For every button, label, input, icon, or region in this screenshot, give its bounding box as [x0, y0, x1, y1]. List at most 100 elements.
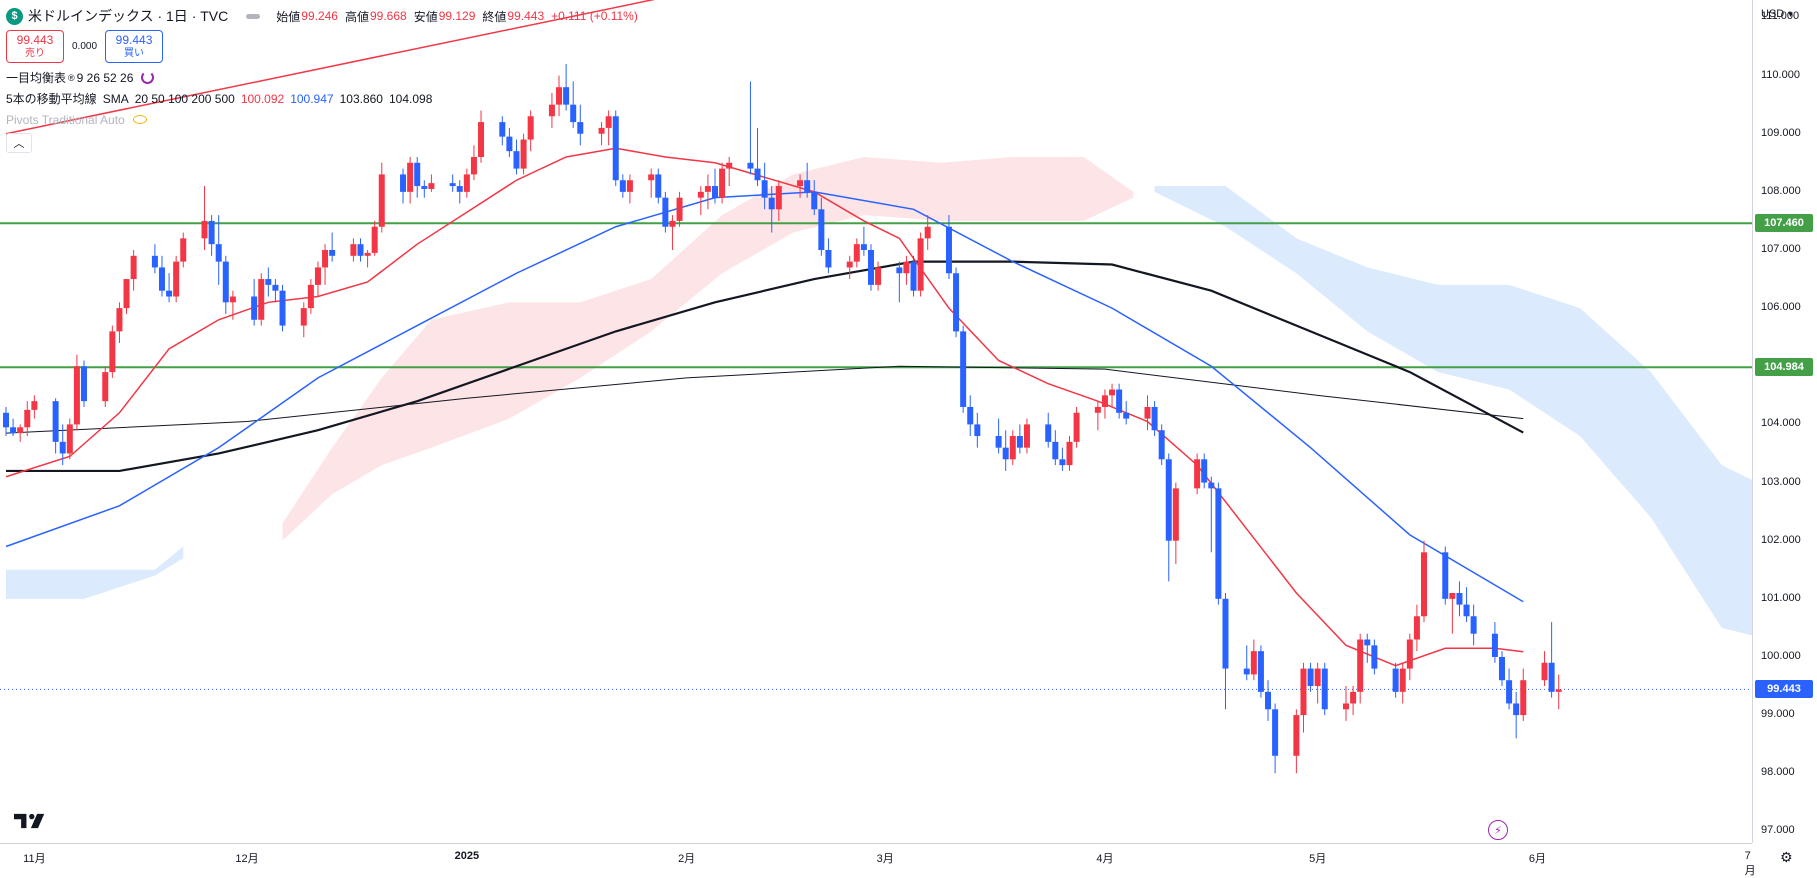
candle-body: [215, 244, 222, 262]
current-price-label[interactable]: 99.443: [1755, 680, 1813, 699]
ichimoku-cloud-bullish: [6, 546, 184, 599]
candle-body: [1470, 616, 1477, 634]
candle-body: [556, 87, 563, 105]
candle-body: [896, 267, 903, 274]
time-tick-label: 7月: [1744, 850, 1756, 877]
candle-body: [506, 136, 513, 152]
low-label: 安値: [413, 9, 438, 24]
price-tick-label: 111.000: [1761, 10, 1800, 23]
candle-body: [24, 409, 31, 428]
candle-body: [52, 401, 59, 442]
candle-body: [400, 174, 407, 192]
price-tick-label: 101.000: [1761, 591, 1801, 604]
candle-body: [1250, 651, 1257, 675]
price-axis[interactable]: USD ▾ 111.000 110.000 109.000 108.000 107.000…: [1752, 0, 1817, 843]
candle-body: [1052, 441, 1059, 460]
candle-body: [102, 372, 109, 402]
settings-gear-icon[interactable]: ⚙: [1780, 849, 1793, 865]
candle-body: [173, 261, 180, 297]
candle-body: [208, 220, 215, 245]
candle-body: [648, 174, 655, 181]
candle-body: [726, 162, 733, 169]
candle-body: [1399, 668, 1406, 692]
candle-body: [1045, 424, 1052, 442]
candle-body: [265, 279, 272, 285]
candle-body: [456, 186, 463, 192]
pivots-legend[interactable]: Pivots Traditional Auto: [6, 109, 645, 130]
currency-selector[interactable]: USD ▾: [1761, 8, 1793, 20]
price-tick-label: 110.000: [1761, 68, 1800, 81]
candle-body: [712, 186, 718, 198]
candle-body: [1016, 436, 1023, 448]
candle-body: [1350, 691, 1357, 704]
buy-button[interactable]: 99.443 買い: [105, 30, 164, 63]
high-value: 99.668: [369, 9, 407, 23]
candle-body: [669, 220, 676, 227]
high-label: 高値: [344, 9, 369, 24]
candle-body: [1257, 651, 1264, 692]
candle-body: [166, 290, 173, 297]
candle-body: [825, 249, 832, 268]
time-tick-label: 2月: [678, 853, 696, 865]
alert-bolt-icon[interactable]: ⚡: [1488, 820, 1508, 840]
collapse-legend-button[interactable]: ︿: [6, 133, 32, 153]
candle-body: [463, 174, 470, 192]
candle-body: [1165, 459, 1172, 541]
level-price-label[interactable]: 107.460: [1755, 214, 1813, 233]
candle-body: [10, 427, 17, 434]
ma-legend[interactable]: 5本の移動平均線 SMA 20 50 100 200 500 100.092 1…: [6, 88, 645, 109]
buy-label: 買い: [124, 47, 145, 59]
candle-body: [811, 191, 818, 210]
candle-body: [563, 87, 570, 105]
candle-body: [520, 139, 527, 169]
candle-body: [598, 127, 605, 134]
candle-body: [1456, 593, 1463, 605]
candle-body: [1498, 656, 1505, 681]
sell-button[interactable]: 99.443 売り: [6, 30, 64, 63]
symbol-title[interactable]: 米ドルインデックス · 1日 · TVC: [28, 8, 229, 24]
ichimoku-legend[interactable]: 一目均衡表 ® 9 26 52 26: [6, 67, 645, 88]
candle-body: [1009, 436, 1016, 460]
price-chart[interactable]: [0, 0, 1752, 843]
candle-body: [1066, 441, 1073, 466]
price-tick-label: 97.000: [1761, 824, 1795, 837]
candle-body: [73, 366, 80, 425]
candle-body: [1272, 709, 1279, 756]
ma-label: 5本の移動平均線: [6, 92, 97, 106]
time-tick-label: 3月: [876, 853, 894, 865]
candle-body: [1023, 424, 1030, 448]
sell-price: 99.443: [16, 32, 54, 47]
ichimoku-cloud-bearish: [282, 156, 1134, 541]
currency-label: USD: [1761, 8, 1785, 20]
candle-body: [1109, 389, 1116, 396]
candle-body: [655, 174, 662, 198]
candle-body: [1243, 668, 1250, 675]
low-value: 99.129: [438, 9, 476, 23]
candle-body: [995, 436, 1002, 448]
candle-body: [860, 244, 867, 250]
level-price-label[interactable]: 104.984: [1755, 358, 1813, 377]
candle-body: [577, 122, 584, 134]
hidden-eye-icon[interactable]: [132, 115, 147, 124]
candle-body: [1513, 703, 1520, 716]
candle-body: [945, 226, 952, 274]
source-icon: ®: [68, 72, 75, 83]
candle-body: [1449, 593, 1456, 599]
candle-body: [329, 249, 336, 256]
tradingview-logo-icon[interactable]: [14, 812, 46, 830]
time-axis[interactable]: 11月 12月 2025 2月 3月 4月 5月 6月 7月: [0, 843, 1756, 877]
candle-body: [1413, 616, 1420, 640]
candle-body: [1555, 689, 1562, 692]
candle-body: [1002, 447, 1009, 460]
trend-line[interactable]: [5, 0, 680, 135]
candle-body: [1343, 703, 1350, 710]
candle-body: [513, 151, 520, 169]
candle-body: [846, 261, 853, 268]
chart-area[interactable]: [0, 0, 1752, 843]
candle-body: [1059, 459, 1066, 466]
candle-body: [818, 209, 825, 250]
open-label: 始値: [276, 9, 301, 24]
candle-body: [527, 116, 534, 140]
candle-body: [1520, 680, 1527, 716]
candle-body: [300, 308, 307, 326]
